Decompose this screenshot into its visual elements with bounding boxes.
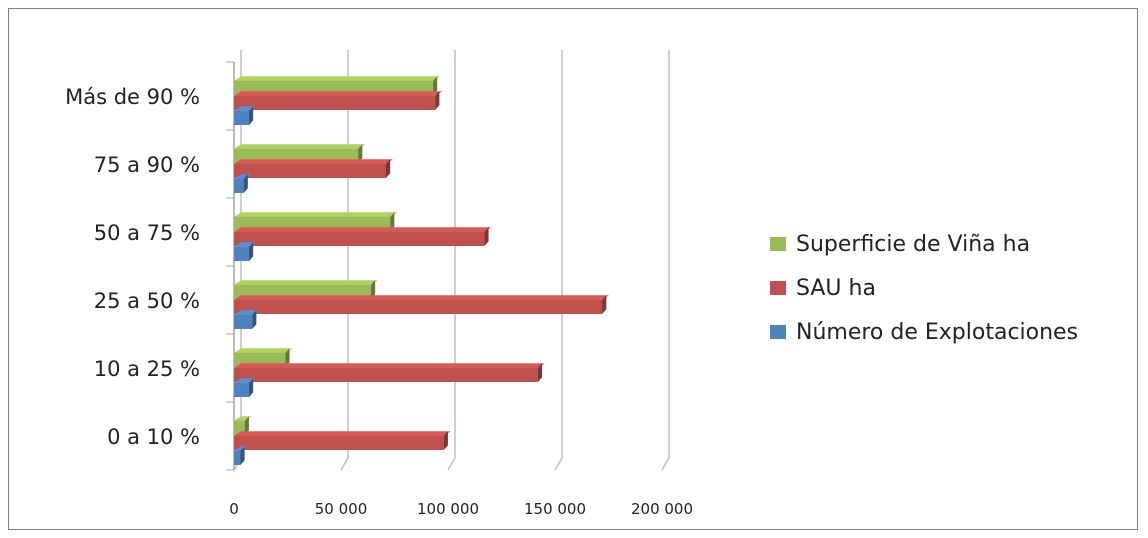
bar-top-face	[234, 91, 443, 96]
bar	[234, 368, 538, 382]
bar	[234, 96, 436, 110]
legend-item: Superficie de Viña ha	[770, 222, 1078, 266]
x-tick-label: 0	[229, 500, 239, 518]
legend-label: Número de Explotaciones	[796, 319, 1079, 345]
bar	[234, 179, 244, 193]
legend-swatch	[770, 237, 786, 251]
bar-top-face	[234, 280, 378, 285]
bar-top-face	[234, 227, 492, 232]
bar-end-face	[252, 310, 257, 329]
legend-swatch	[770, 325, 786, 339]
bar	[234, 383, 249, 397]
category-label: 50 a 75 %	[94, 221, 200, 245]
bar-top-face	[234, 159, 393, 164]
legend: Superficie de Viña ha SAU ha Número de Exp…	[770, 222, 1078, 354]
bar-end-face	[385, 159, 391, 178]
gridline-floor	[554, 457, 563, 471]
bar-end-face	[433, 76, 438, 95]
bar-top-face	[234, 431, 451, 436]
bar-end-face	[537, 363, 543, 382]
bar	[234, 315, 253, 329]
bar-top-face	[234, 363, 545, 368]
category-label: 10 a 25 %	[94, 357, 200, 381]
bar-end-face	[443, 431, 448, 450]
bar-end-face	[248, 106, 254, 125]
x-axis-tick-labels: 0 50 000 100 000 150 000 200 000	[229, 500, 693, 518]
bar	[234, 300, 603, 314]
bar-end-face	[240, 446, 245, 465]
category-label: 75 a 90 %	[94, 153, 200, 177]
bar	[234, 111, 249, 125]
bar-top-face	[234, 212, 398, 217]
x-tick-label: 100 000	[417, 500, 479, 518]
legend-label: Superficie de Viña ha	[796, 231, 1031, 257]
x-tick-label: 50 000	[315, 500, 368, 518]
x-tick-label: 200 000	[631, 500, 693, 518]
category-labels: 0 a 10 % 10 a 25 % 25 a 50 % 50 a 75 % 75 a …	[65, 85, 200, 449]
bar	[234, 164, 386, 178]
bar-end-face	[390, 212, 395, 231]
bar	[234, 232, 485, 246]
bar	[234, 421, 245, 435]
bar-top-face	[234, 76, 441, 81]
bar-end-face	[484, 227, 489, 246]
bar-top-face	[234, 416, 252, 421]
bar-end-face	[358, 144, 363, 163]
legend-swatch	[770, 281, 786, 295]
gridline-floor	[340, 457, 349, 471]
bar	[234, 451, 241, 465]
bar-top-face	[234, 348, 293, 353]
bar-top-face	[234, 310, 260, 315]
chart-frame	[8, 8, 1138, 530]
bar-end-face	[435, 91, 440, 110]
category-label: Más de 90 %	[65, 85, 200, 109]
bar-end-face	[285, 348, 290, 367]
bar-top-face	[234, 295, 610, 300]
bar-top-face	[234, 174, 251, 179]
legend-item: Número de Explotaciones	[770, 310, 1078, 354]
category-label: 0 a 10 %	[107, 425, 200, 449]
legend-label: SAU ha	[796, 275, 876, 301]
bar-top-face	[234, 144, 366, 149]
bar-end-face	[602, 295, 607, 314]
bar-end-face	[248, 378, 254, 397]
x-tick-label: 150 000	[524, 500, 586, 518]
legend-item: SAU ha	[770, 266, 1078, 310]
gridline-floor	[661, 457, 670, 471]
bar-end-face	[244, 416, 249, 435]
category-label: 25 a 50 %	[94, 289, 200, 313]
grid-layer	[226, 50, 670, 471]
bar	[234, 436, 444, 450]
bar-end-face	[243, 174, 248, 193]
bar-end-face	[370, 280, 376, 299]
bar	[234, 247, 249, 261]
gridline-floor	[447, 457, 456, 471]
bar-end-face	[248, 242, 254, 261]
bars-layer	[234, 76, 610, 465]
